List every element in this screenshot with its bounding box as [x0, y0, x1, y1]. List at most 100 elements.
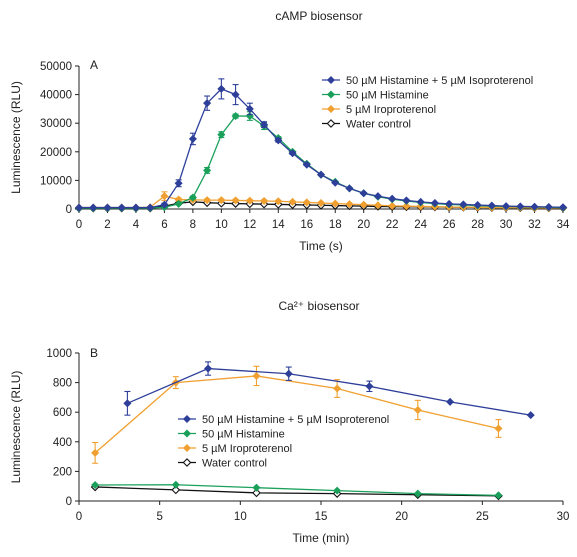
- x-tick-label: 32: [528, 219, 541, 231]
- data-point: [345, 184, 354, 193]
- data-point: [402, 202, 411, 211]
- data-point: [316, 198, 326, 208]
- legend-label: 50 µM Histamine + 5 µM Isoproterenol: [346, 75, 533, 87]
- y-tick-label: 800: [53, 378, 72, 390]
- x-tick-label: 0: [76, 219, 82, 231]
- data-point: [204, 364, 213, 373]
- data-point: [131, 203, 140, 212]
- series-line: [95, 486, 499, 497]
- y-tick-label: 40000: [40, 90, 72, 102]
- legend-label: 5 µM Iroproterenol: [202, 443, 292, 455]
- data-point: [402, 196, 411, 205]
- data-point: [91, 448, 100, 457]
- data-point: [171, 480, 180, 489]
- data-point: [331, 178, 340, 187]
- series-2: [91, 365, 503, 464]
- x-tick-label: 10: [234, 511, 247, 523]
- panel-label: B: [90, 346, 98, 360]
- legend-label: 50 µM Histamine + 5 µM Isoproterenol: [202, 414, 389, 426]
- data-point: [203, 99, 212, 108]
- series-line: [95, 484, 499, 497]
- x-tick-label: 26: [443, 219, 456, 231]
- y-tick-label: 50000: [40, 61, 72, 73]
- data-point: [260, 196, 269, 206]
- legend-marker: [326, 119, 336, 128]
- data-point: [231, 90, 240, 99]
- data-point: [388, 194, 397, 203]
- x-tick-label: 16: [300, 219, 313, 231]
- data-point: [174, 199, 183, 208]
- data-point: [494, 424, 503, 433]
- y-axis-title: Luminescence (RLU): [9, 371, 23, 484]
- x-tick-label: 15: [315, 511, 328, 523]
- data-point: [413, 405, 422, 415]
- data-point: [333, 384, 342, 393]
- legend-marker: [182, 414, 192, 424]
- legend-marker: [326, 90, 336, 99]
- y-tick-label: 30000: [40, 118, 72, 130]
- data-point: [544, 202, 553, 212]
- series-line: [127, 367, 531, 416]
- data-point: [502, 202, 511, 211]
- legend-label: 50 µM Histamine: [346, 90, 429, 102]
- x-tick-label: 18: [329, 219, 342, 231]
- data-point: [388, 201, 397, 210]
- legend-label: Water control: [346, 119, 411, 131]
- legend: 50 µM Histamine + 5 µM Isoproterenol 50 µ…: [322, 75, 533, 131]
- data-point: [217, 130, 226, 139]
- legend-label: 50 µM Histamine: [202, 429, 285, 441]
- data-point: [459, 200, 468, 209]
- data-point: [413, 489, 422, 498]
- y-tick-label: 10000: [40, 175, 72, 187]
- x-tick-label: 30: [500, 219, 513, 231]
- x-tick-label: 12: [243, 219, 256, 231]
- x-tick-label: 20: [395, 511, 408, 523]
- chart-title: cAMP biosensor: [275, 9, 362, 23]
- data-point: [252, 488, 261, 498]
- data-point: [274, 197, 283, 206]
- series-line: [79, 115, 564, 209]
- x-tick-label: 24: [414, 219, 427, 231]
- data-point: [203, 166, 212, 175]
- data-point: [174, 179, 183, 188]
- x-tick-label: 22: [386, 219, 399, 231]
- legend-marker: [326, 75, 336, 85]
- data-point: [302, 198, 311, 207]
- series-1: [91, 480, 503, 500]
- series-line: [79, 88, 564, 209]
- data-point: [331, 199, 340, 208]
- data-point: [103, 203, 112, 212]
- data-point: [316, 170, 326, 179]
- data-point: [217, 84, 226, 93]
- x-tick-label: 25: [476, 511, 489, 523]
- legend-marker: [182, 443, 192, 453]
- data-point: [231, 112, 240, 121]
- data-point: [231, 196, 240, 205]
- data-point: [117, 203, 126, 212]
- chart-title: Ca²⁺ biosensor: [278, 299, 359, 313]
- x-tick-label: 2: [104, 219, 110, 231]
- legend-marker: [182, 458, 192, 467]
- x-tick-label: 20: [357, 219, 370, 231]
- data-point: [245, 104, 254, 113]
- data-point: [558, 203, 568, 212]
- x-tick-label: 34: [557, 219, 570, 231]
- y-tick-label: 0: [66, 496, 72, 508]
- y-tick-label: 20000: [40, 147, 72, 159]
- data-point: [217, 196, 226, 205]
- legend: 50 µM Histamine + 5 µM Isoproterenol 50 µ…: [178, 414, 389, 470]
- data-point: [245, 196, 254, 205]
- x-tick-label: 14: [272, 219, 285, 231]
- data-point: [91, 480, 100, 490]
- data-point: [494, 491, 503, 500]
- series-3: [90, 482, 503, 501]
- x-tick-label: 10: [215, 219, 228, 231]
- data-point: [345, 200, 354, 209]
- series-0: [123, 361, 535, 420]
- y-tick-label: 1000: [46, 348, 72, 360]
- x-axis-title: Time (min): [293, 531, 350, 545]
- data-point: [516, 202, 525, 211]
- y-tick-label: 600: [53, 407, 72, 419]
- x-tick-label: 30: [557, 511, 570, 523]
